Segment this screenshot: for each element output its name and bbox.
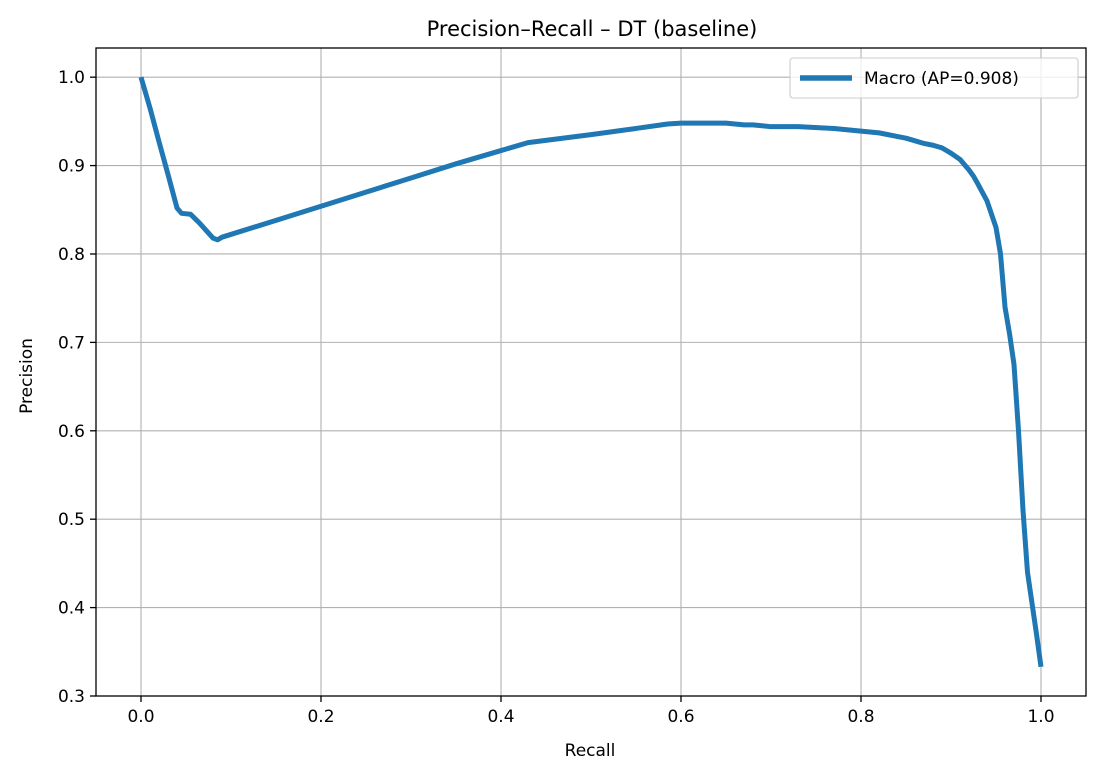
x-tick-label-2: 0.4: [487, 707, 514, 727]
x-tick-label-0: 0.0: [127, 707, 154, 727]
x-tick-label-4: 0.8: [847, 707, 874, 727]
plot-frame: [95, 47, 1087, 697]
y-tick-label-0: 0.3: [58, 687, 85, 707]
y-tick-label-6: 0.9: [58, 157, 85, 177]
legend: Macro (AP=0.908): [789, 57, 1079, 99]
chart-title: Precision–Recall – DT (baseline): [427, 17, 758, 41]
x-axis-ticks: 0.0 0.2 0.4 0.6 0.8 1.0: [127, 696, 1055, 727]
y-axis-ticks: 0.3 0.4 0.5 0.6 0.7 0.8 0.9 1.0: [58, 68, 96, 707]
series-line-macro: [138, 76, 1044, 668]
y-tick-label-1: 0.4: [58, 599, 85, 619]
x-tick-label-5: 1.0: [1027, 707, 1054, 727]
y-tick-label-4: 0.7: [58, 333, 85, 353]
y-tick-label-2: 0.5: [58, 510, 85, 530]
legend-box: [789, 57, 1079, 99]
y-tick-label-7: 1.0: [58, 68, 85, 88]
legend-label-macro: Macro (AP=0.908): [864, 69, 1019, 89]
series-layer: [138, 76, 1044, 668]
x-axis-label: Recall: [565, 741, 616, 761]
x-tick-label-1: 0.2: [307, 707, 334, 727]
y-tick-label-3: 0.6: [58, 422, 85, 442]
y-tick-label-5: 0.8: [58, 245, 85, 265]
y-axis-label: Precision: [17, 338, 37, 414]
x-tick-label-3: 0.6: [667, 707, 694, 727]
